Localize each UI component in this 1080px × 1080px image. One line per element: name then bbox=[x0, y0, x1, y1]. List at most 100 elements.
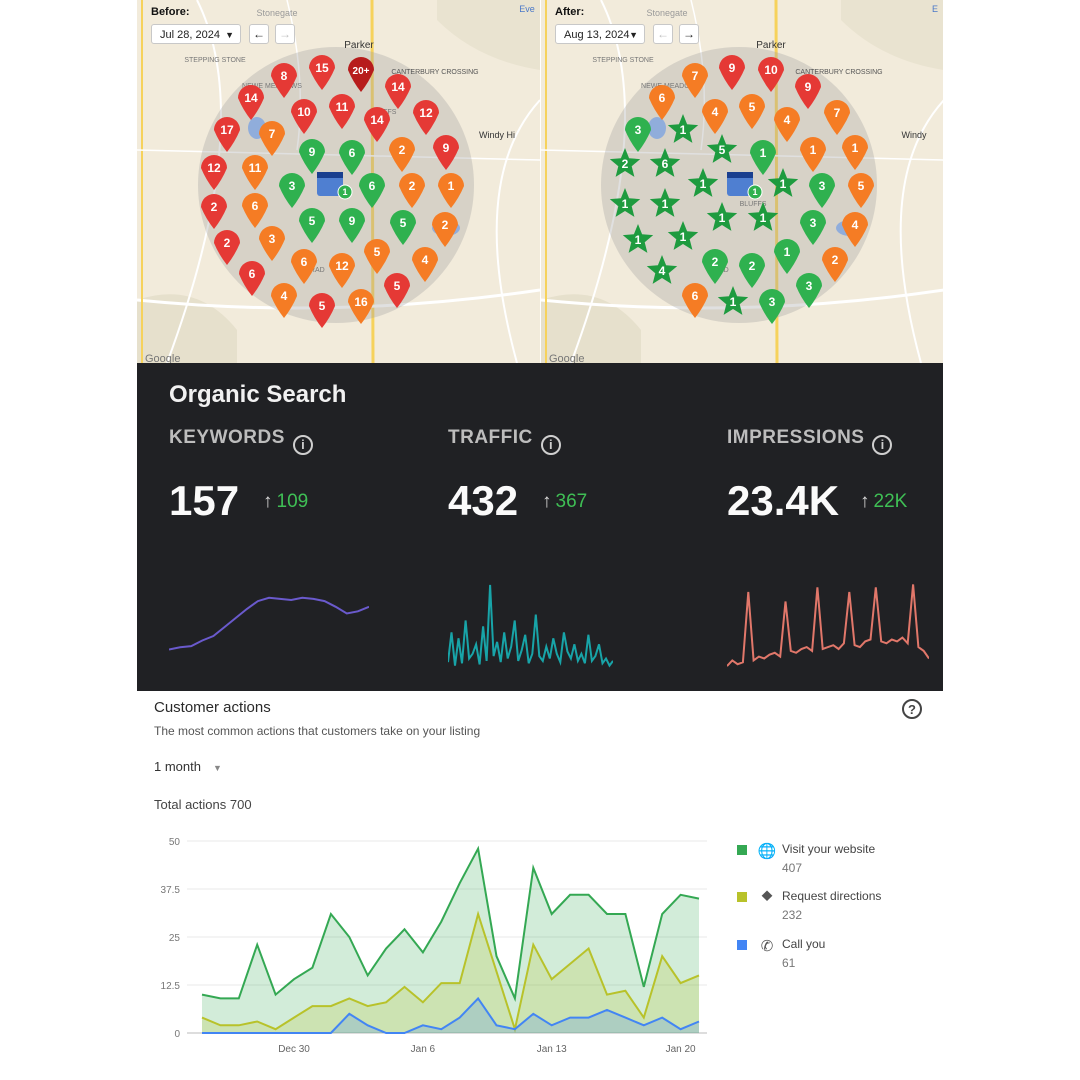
prev-date-button[interactable]: ← bbox=[249, 24, 269, 44]
rank-pin[interactable]: 15 bbox=[309, 55, 335, 90]
rank-pin[interactable]: 1 bbox=[667, 114, 699, 143]
next-date-button[interactable]: → bbox=[679, 24, 699, 44]
prev-date-button[interactable]: ← bbox=[653, 24, 673, 44]
rank-pin[interactable]: 4 bbox=[774, 107, 800, 142]
rank-pin[interactable]: 1 bbox=[438, 173, 464, 208]
pin-rank-label: 1 bbox=[852, 141, 859, 155]
info-icon[interactable]: i bbox=[540, 434, 561, 455]
rank-pin[interactable]: 14 bbox=[238, 85, 264, 120]
rank-pin[interactable]: 3 bbox=[800, 210, 826, 245]
rank-pin[interactable]: 2 bbox=[609, 148, 641, 177]
rank-pin[interactable]: 1 bbox=[750, 140, 776, 175]
rank-pin[interactable]: 8 bbox=[271, 63, 297, 98]
organic-search-title: Organic Search bbox=[169, 381, 347, 408]
map-pin-marker bbox=[364, 107, 390, 142]
rank-pin[interactable]: 6 bbox=[359, 173, 385, 208]
rank-pin[interactable]: 5 bbox=[848, 173, 874, 208]
rank-pin[interactable]: 5 bbox=[739, 94, 765, 129]
rank-pin[interactable]: 6 bbox=[242, 193, 268, 228]
rank-pin[interactable]: 2 bbox=[739, 253, 765, 288]
rank-pin[interactable]: 2 bbox=[389, 137, 415, 172]
rank-pin[interactable]: 4 bbox=[646, 255, 678, 284]
map-before-canvas[interactable]: Stonegate Parker STEPPING STONE CANTERBURY … bbox=[137, 0, 540, 363]
info-icon[interactable]: i bbox=[292, 434, 313, 455]
rank-pin[interactable]: 1 bbox=[609, 188, 641, 217]
rank-pin[interactable]: 6 bbox=[239, 261, 265, 296]
map-pin-marker bbox=[842, 135, 868, 170]
rank-pin[interactable]: 1 bbox=[667, 221, 699, 250]
rank-pin[interactable]: 4 bbox=[842, 212, 868, 247]
rank-pin[interactable]: 2 bbox=[399, 173, 425, 208]
rank-pin[interactable]: 4 bbox=[702, 99, 728, 134]
rank-pin[interactable]: 10 bbox=[291, 99, 317, 134]
rank-pin[interactable]: 2 bbox=[822, 247, 848, 282]
rank-pin[interactable]: 3 bbox=[259, 226, 285, 261]
next-date-button[interactable]: → bbox=[275, 24, 295, 44]
rank-pin[interactable]: 12 bbox=[413, 100, 439, 135]
rank-pin[interactable]: 1 bbox=[842, 135, 868, 170]
y-tick-label: 0 bbox=[174, 1029, 180, 1040]
rank-pin[interactable]: 11 bbox=[329, 94, 355, 129]
rank-pin[interactable]: 20+ bbox=[348, 57, 374, 92]
rank-pin[interactable]: 5 bbox=[299, 208, 325, 243]
rank-pin[interactable]: 9 bbox=[719, 55, 745, 90]
rank-pin[interactable]: 1 bbox=[706, 202, 738, 231]
rank-pin[interactable]: 1 bbox=[800, 137, 826, 172]
rank-pin[interactable]: 6 bbox=[291, 249, 317, 284]
rank-pin[interactable]: 6 bbox=[649, 85, 675, 120]
rank-pin[interactable]: 9 bbox=[339, 208, 365, 243]
rank-pin[interactable]: 1 bbox=[767, 168, 799, 197]
rank-pin[interactable]: 3 bbox=[796, 273, 822, 308]
rank-pin[interactable]: 3 bbox=[279, 173, 305, 208]
rank-pin[interactable]: 12 bbox=[329, 253, 355, 288]
pin-rank-label: 11 bbox=[249, 161, 262, 175]
map-after-canvas[interactable]: Stonegate Parker STEPPING STONE CANTERBURY … bbox=[541, 0, 943, 363]
help-icon[interactable]: ? bbox=[902, 699, 922, 719]
rank-pin[interactable]: 14 bbox=[385, 74, 411, 109]
rank-pin[interactable]: 2 bbox=[201, 194, 227, 229]
rank-pin[interactable]: 2 bbox=[702, 249, 728, 284]
rank-pin[interactable]: 3 bbox=[625, 116, 651, 152]
rank-pin[interactable]: 17 bbox=[214, 117, 240, 152]
rank-pin[interactable]: 5 bbox=[390, 210, 416, 245]
rank-pin[interactable]: 16 bbox=[348, 289, 374, 324]
rank-pin[interactable]: 2 bbox=[432, 212, 458, 247]
rank-pin[interactable]: 9 bbox=[795, 74, 821, 109]
rank-pin[interactable]: 1 bbox=[747, 202, 779, 231]
rank-pin[interactable]: 11 bbox=[242, 155, 268, 190]
rank-pin[interactable]: 1 bbox=[649, 188, 681, 217]
rank-pin[interactable]: 6 bbox=[682, 283, 708, 318]
rank-pin[interactable]: 3 bbox=[759, 289, 785, 324]
map-before-panel[interactable]: Stonegate Parker STEPPING STONE CANTERBURY … bbox=[137, 0, 540, 363]
before-date-picker[interactable]: Jul 28, 2024 ▼ bbox=[151, 24, 241, 44]
impressions-metric: IMPRESSIONS i 23.4K ↑ 22K bbox=[727, 427, 987, 524]
info-icon[interactable]: i bbox=[872, 434, 893, 455]
rank-pin[interactable]: 7 bbox=[259, 121, 285, 156]
rank-pin[interactable]: 2 bbox=[214, 230, 240, 265]
pin-rank-label: 12 bbox=[419, 106, 433, 120]
rank-pin[interactable]: 4 bbox=[412, 247, 438, 282]
rank-pin[interactable]: 10 bbox=[758, 57, 784, 92]
rank-pin[interactable]: 7 bbox=[682, 63, 708, 98]
rank-pin[interactable]: 6 bbox=[649, 148, 681, 177]
rank-pin[interactable]: 5 bbox=[384, 273, 410, 308]
rank-pin[interactable]: 12 bbox=[201, 155, 227, 190]
map-after-panel[interactable]: Stonegate Parker STEPPING STONE CANTERBURY … bbox=[541, 0, 943, 363]
period-dropdown[interactable]: 1 month ▼ bbox=[154, 759, 222, 774]
rank-pin[interactable]: 4 bbox=[271, 283, 297, 318]
road bbox=[137, 149, 540, 161]
rank-pin[interactable]: 1 bbox=[687, 168, 719, 197]
rank-pin[interactable]: 1 bbox=[717, 286, 749, 315]
rank-pin[interactable]: 5 bbox=[309, 293, 335, 328]
rank-pin[interactable]: 5 bbox=[706, 134, 738, 163]
rank-pin[interactable]: 1 bbox=[622, 224, 654, 253]
rank-pin[interactable]: 9 bbox=[433, 135, 459, 170]
rank-pin[interactable]: 7 bbox=[824, 100, 850, 135]
rank-pin[interactable]: 5 bbox=[364, 239, 390, 274]
rank-pin[interactable]: 9 bbox=[299, 139, 325, 174]
after-date-picker[interactable]: Aug 13, 2024 ▼ bbox=[555, 24, 645, 44]
rank-pin[interactable]: 6 bbox=[339, 140, 365, 175]
rank-pin[interactable]: 1 bbox=[774, 239, 800, 274]
rank-pin[interactable]: 14 bbox=[364, 107, 390, 142]
rank-pin[interactable]: 3 bbox=[809, 173, 835, 208]
